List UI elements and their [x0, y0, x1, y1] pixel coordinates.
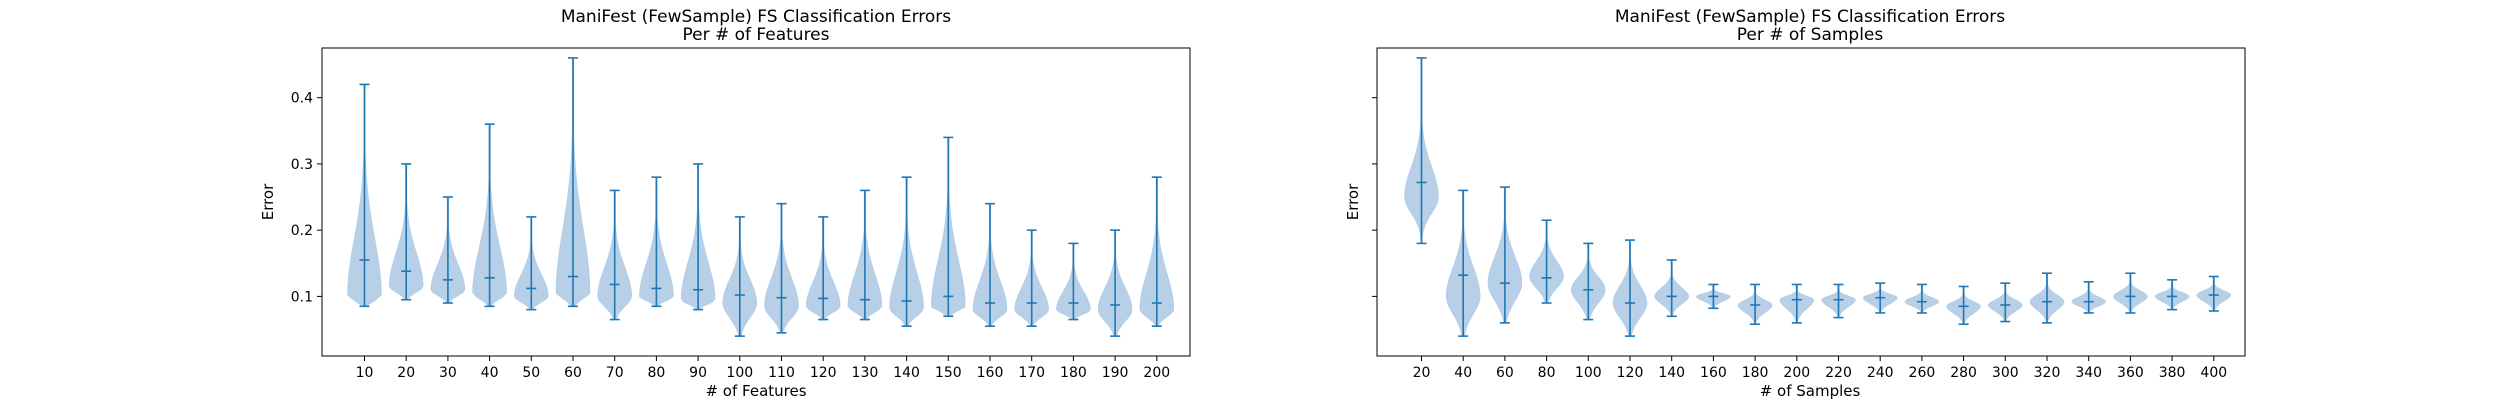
- chart-title: ManiFest (FewSample) FS Classification E…: [561, 7, 951, 27]
- chart-title: ManiFest (FewSample) FS Classification E…: [1615, 7, 2005, 27]
- x-tick-label: 50: [522, 365, 540, 381]
- x-tick-label: 40: [1454, 365, 1472, 381]
- x-tick-label: 130: [852, 365, 879, 381]
- plot-area: [321, 47, 1191, 357]
- chart-subtitle: Per # of Samples: [1737, 25, 1884, 45]
- x-tick-label: 160: [1700, 365, 1727, 381]
- x-tick-label: 20: [1413, 365, 1431, 381]
- x-tick-label: 150: [935, 365, 962, 381]
- y-axis-label: Error: [259, 183, 277, 220]
- y-tick-label: 0.4: [291, 91, 313, 107]
- x-tick-label: 40: [481, 365, 499, 381]
- x-tick-label: 100: [726, 365, 753, 381]
- x-tick-label: 240: [1867, 365, 1894, 381]
- x-tick-label: 340: [2075, 365, 2102, 381]
- x-tick-label: 80: [1538, 365, 1556, 381]
- y-axis-label: Error: [1344, 183, 1362, 220]
- x-tick-label: 90: [689, 365, 707, 381]
- x-tick-label: 60: [1496, 365, 1514, 381]
- x-tick-label: 30: [439, 365, 457, 381]
- y-axis: 0.1 0.2 0.3 0.4: [291, 91, 322, 305]
- x-tick-label: 220: [1825, 365, 1852, 381]
- x-tick-label: 140: [1658, 365, 1685, 381]
- violin-group: [1404, 57, 2232, 337]
- x-tick-label: 400: [2200, 365, 2227, 381]
- x-tick-label: 280: [1950, 365, 1977, 381]
- x-axis-label: # of Features: [705, 382, 806, 400]
- x-tick-label: 120: [810, 365, 837, 381]
- x-tick-label: 300: [1992, 365, 2019, 381]
- x-tick-label: 140: [893, 365, 920, 381]
- x-tick-label: 260: [1909, 365, 1936, 381]
- x-tick-label: 120: [1617, 365, 1644, 381]
- x-axis: 10 20 30 40 50 60 70 80 90 100 110 120 130 140 150 160 1…: [356, 356, 1170, 381]
- x-tick-label: 200: [1143, 365, 1170, 381]
- x-tick-label: 70: [606, 365, 624, 381]
- x-tick-label: 360: [2117, 365, 2144, 381]
- x-tick-label: 380: [2159, 365, 2186, 381]
- y-axis: [1372, 97, 1377, 297]
- x-tick-label: 180: [1742, 365, 1769, 381]
- x-tick-label: 170: [1018, 365, 1045, 381]
- x-axis: 20 40 60 80 100 120 140 160 180 200 220 240 260 280 30…: [1413, 356, 2227, 381]
- y-tick-label: 0.1: [291, 289, 313, 305]
- x-tick-label: 180: [1060, 365, 1087, 381]
- x-tick-label: 200: [1783, 365, 1810, 381]
- chart-panel-features: ManiFest (FewSample) FS Classification E…: [259, 7, 1191, 400]
- x-tick-label: 20: [397, 365, 415, 381]
- x-tick-label: 160: [977, 365, 1004, 381]
- x-tick-label: 100: [1575, 365, 1602, 381]
- chart-subtitle: Per # of Features: [682, 25, 829, 45]
- y-tick-label: 0.3: [291, 157, 313, 173]
- x-axis-label: # of Samples: [1760, 382, 1861, 400]
- x-tick-label: 190: [1102, 365, 1129, 381]
- chart-panel-samples: ManiFest (FewSample) FS Classification E…: [1344, 7, 2246, 400]
- x-tick-label: 80: [647, 365, 665, 381]
- x-tick-label: 320: [2034, 365, 2061, 381]
- y-tick-label: 0.2: [291, 223, 313, 239]
- plot-area: [1376, 47, 2246, 357]
- x-tick-label: 60: [564, 365, 582, 381]
- x-tick-label: 110: [768, 365, 795, 381]
- x-tick-label: 10: [356, 365, 374, 381]
- violin-group: [347, 57, 1175, 337]
